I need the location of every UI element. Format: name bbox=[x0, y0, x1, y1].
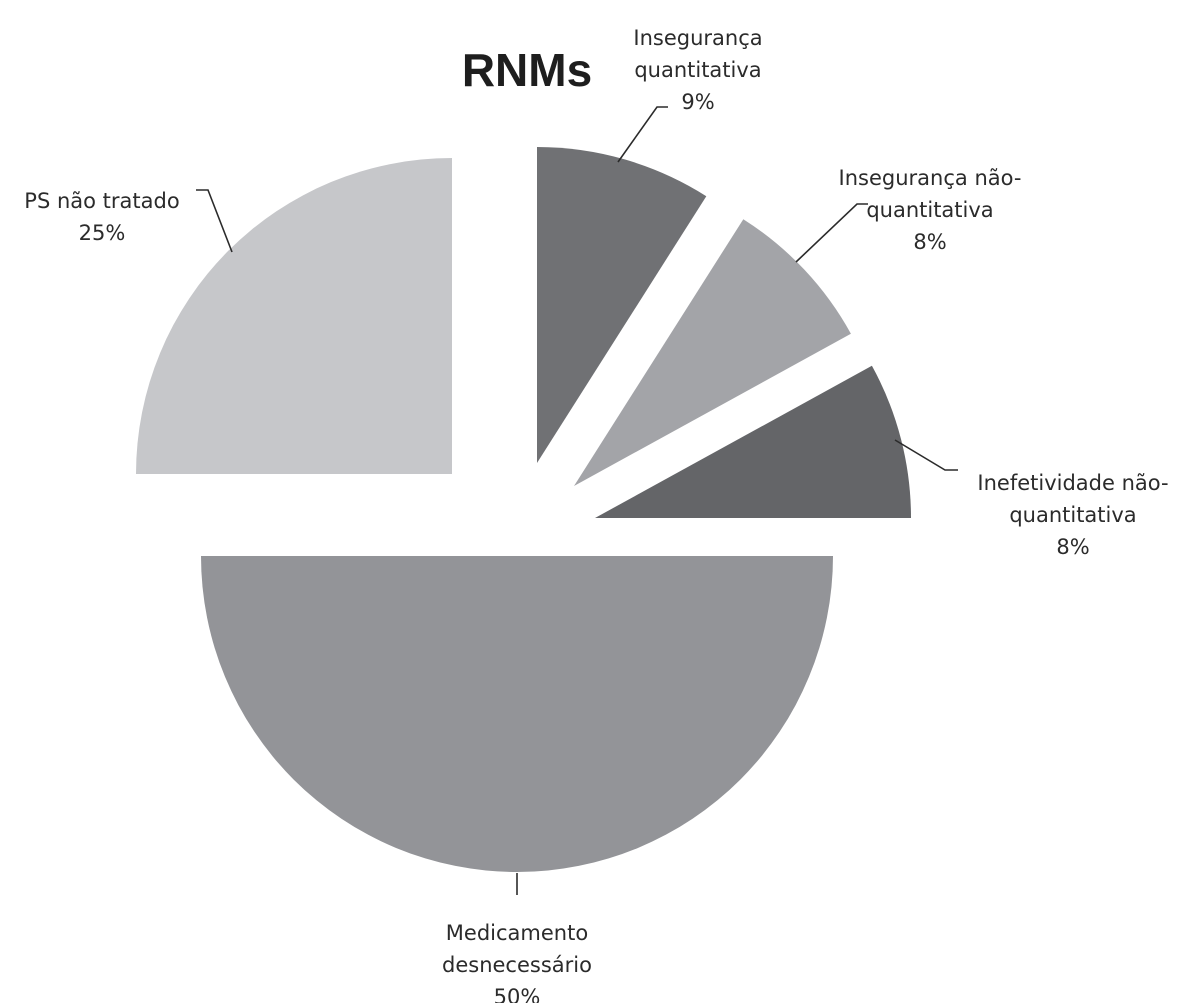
slice-name-label-3: desnecessário bbox=[442, 953, 592, 977]
slice-name-label-1: Insegurança não- bbox=[839, 166, 1022, 190]
pie-slice-1 bbox=[574, 219, 851, 486]
slice-name-label-3: Medicamento bbox=[446, 921, 588, 945]
slice-value-label-0: 9% bbox=[681, 90, 714, 114]
leader-line-4 bbox=[196, 189, 233, 253]
slice-value-label-4: 25% bbox=[79, 221, 126, 245]
slice-name-label-0: quantitativa bbox=[634, 58, 761, 82]
slice-label-2: Inefetividade não-quantitativa 8% bbox=[977, 471, 1168, 559]
slice-value-label-1: 8% bbox=[913, 230, 946, 254]
slice-label-4: PS não tratado 25% bbox=[24, 189, 179, 245]
pie-slice-4 bbox=[136, 158, 452, 474]
leader-line-1 bbox=[795, 203, 868, 263]
slice-label-3: Medicamento desnecessário 50% bbox=[442, 921, 592, 1003]
slice-value-label-3: 50% bbox=[494, 985, 541, 1003]
slice-name-label-0: Insegurança bbox=[633, 26, 762, 50]
slice-name-label-2: quantitativa bbox=[1009, 503, 1136, 527]
pie-slice-3 bbox=[201, 556, 833, 872]
chart-title: RNMs bbox=[462, 44, 592, 96]
leader-line-2 bbox=[894, 439, 958, 471]
slice-label-1: Insegurança não-quantitativa 8% bbox=[839, 166, 1022, 254]
leader-line-0 bbox=[617, 106, 668, 163]
pie-slice-0 bbox=[537, 147, 707, 463]
pie-slice-2 bbox=[595, 365, 911, 518]
slice-value-label-2: 8% bbox=[1056, 535, 1089, 559]
slice-label-0: Insegurança quantitativa 9% bbox=[633, 26, 762, 114]
slice-name-label-1: quantitativa bbox=[866, 198, 993, 222]
slice-name-label-4: PS não tratado bbox=[24, 189, 179, 213]
slice-name-label-2: Inefetividade não- bbox=[977, 471, 1168, 495]
